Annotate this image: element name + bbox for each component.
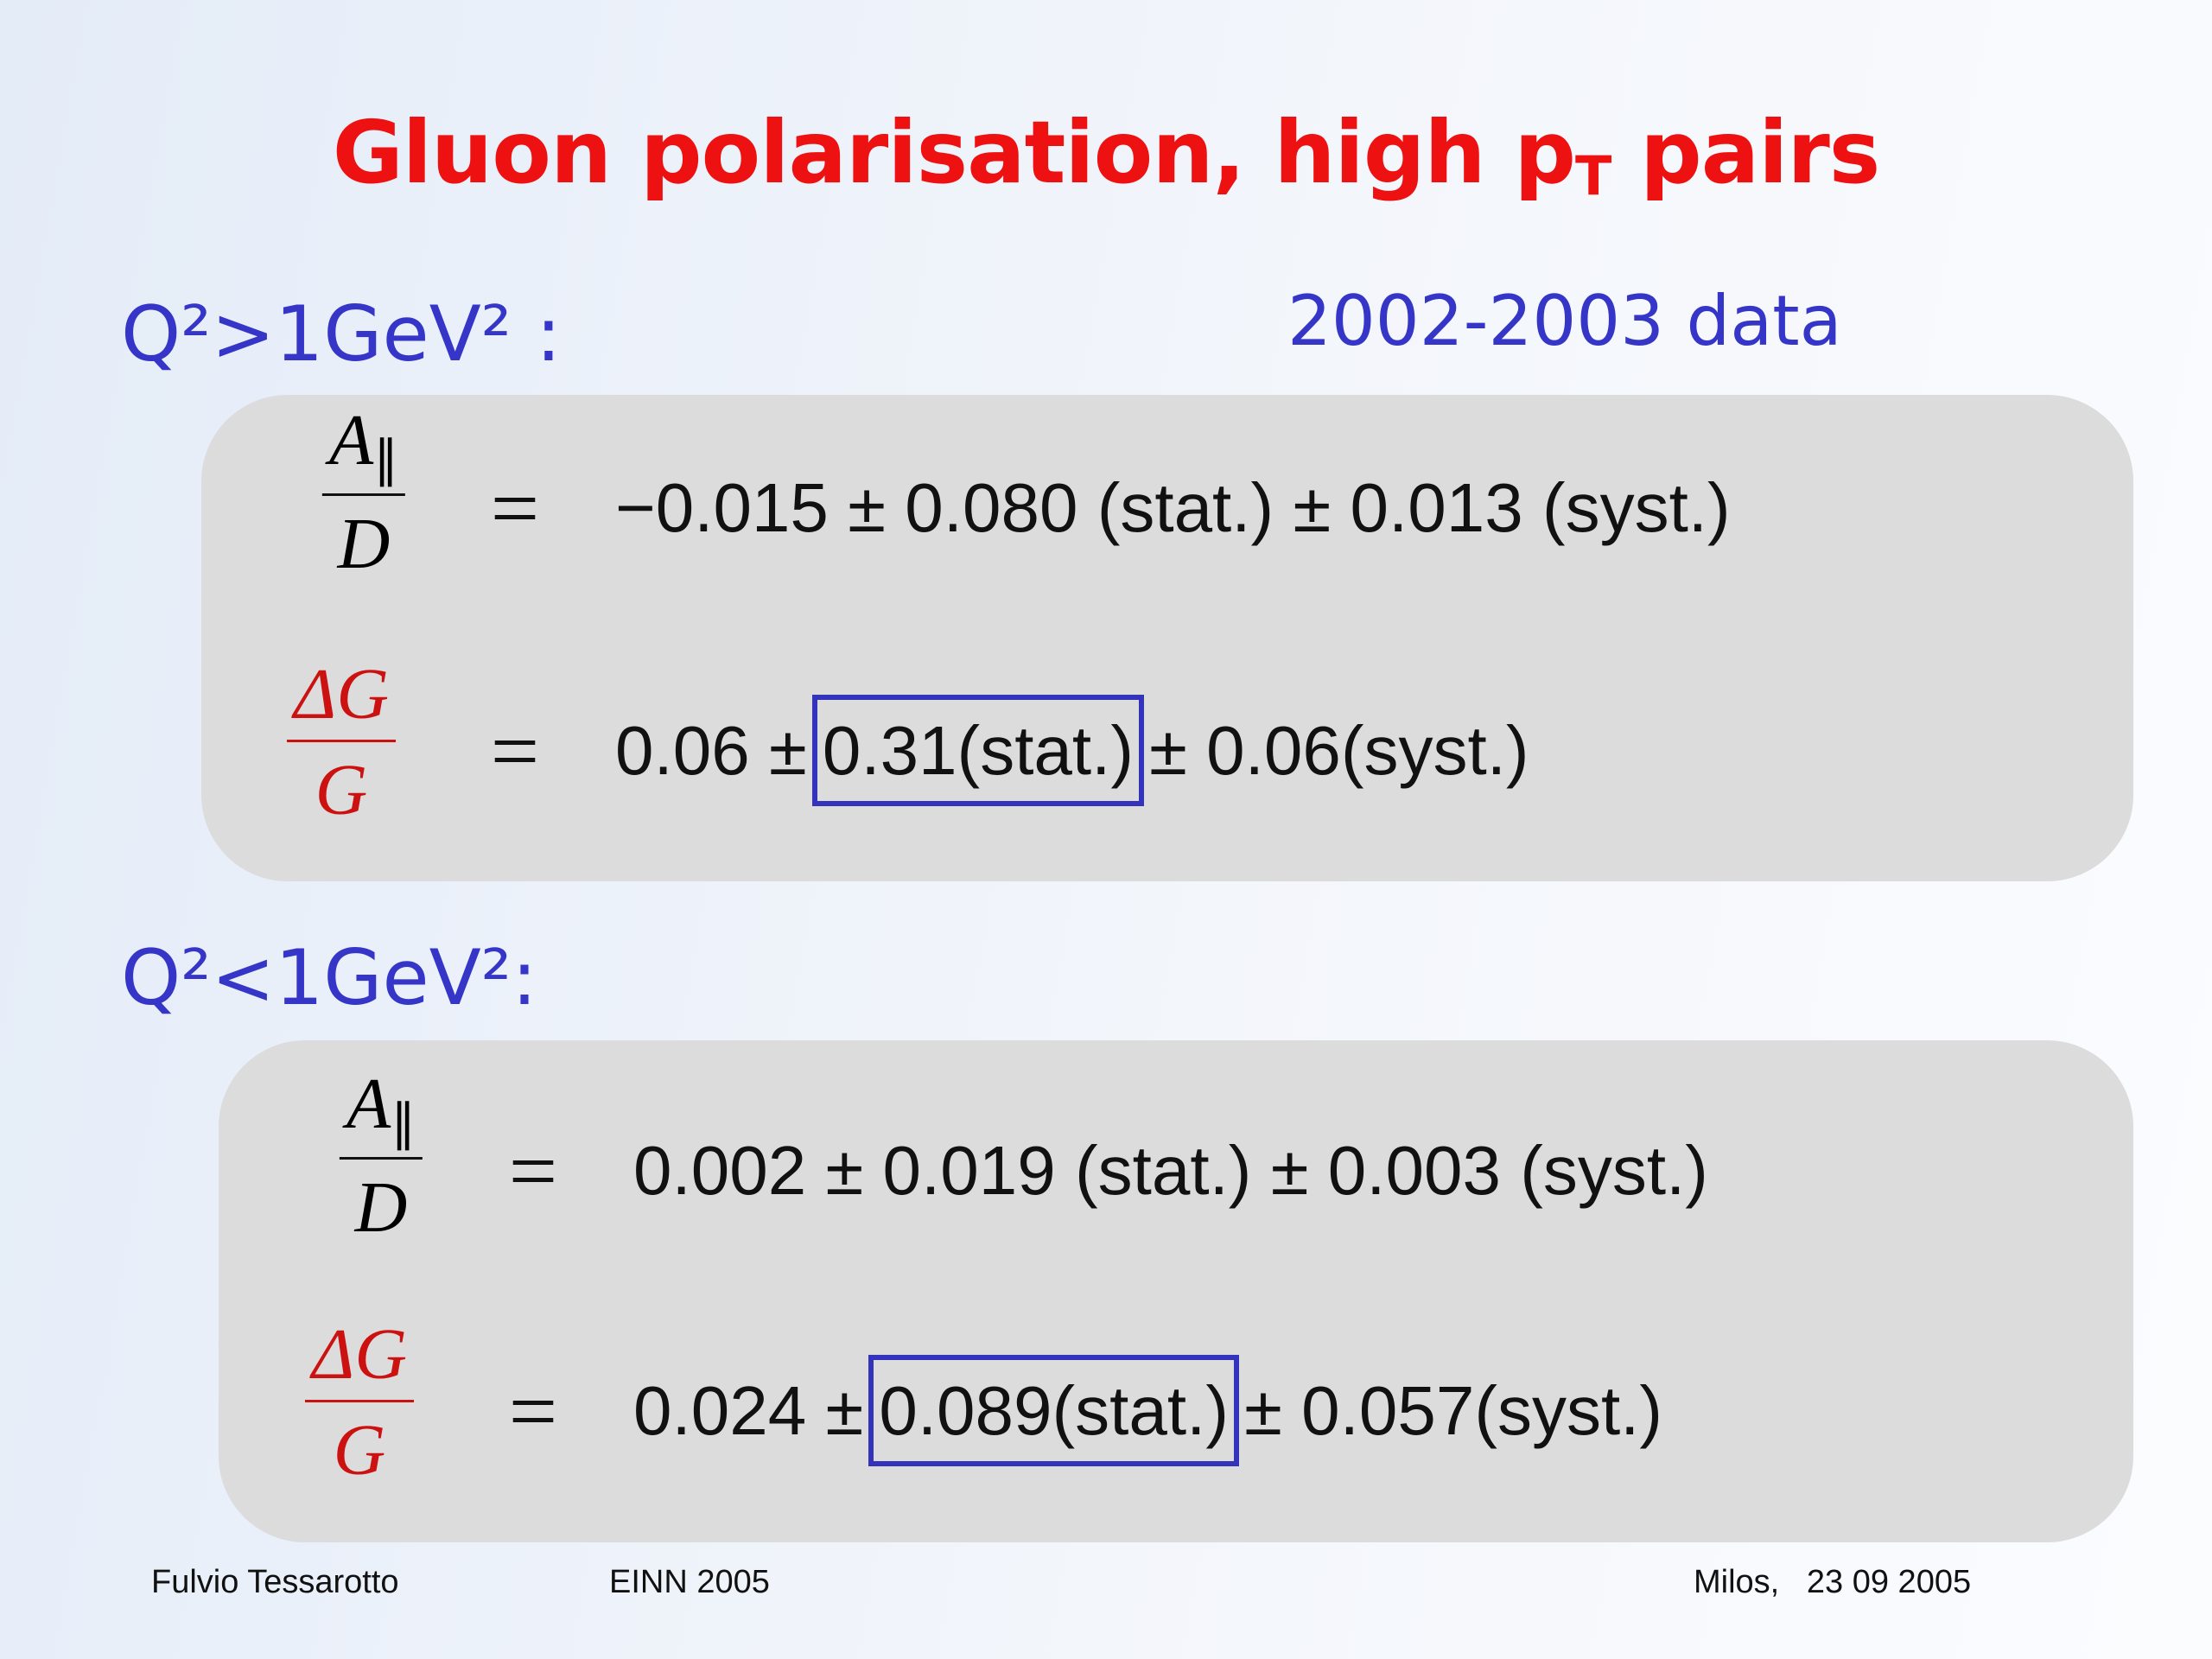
equation-rhs: 0.06 ±0.31(stat.) ± 0.06(syst.)	[615, 695, 1529, 806]
numerator: A∥	[322, 404, 405, 485]
numerator-text: A	[328, 400, 374, 480]
equation-rhs: −0.015 ± 0.080 (stat.) ± 0.013 (syst.)	[615, 469, 1731, 546]
fraction: A∥ D	[339, 1068, 423, 1248]
relation: =	[508, 1363, 558, 1459]
title-text: Gluon polarisation, high p	[332, 102, 1576, 203]
rhs-before: 0.024 ±	[633, 1372, 864, 1449]
title-subscript: T	[1575, 144, 1611, 207]
section-label: Q²<1GeV²:	[121, 933, 537, 1022]
highlight-box: 0.089(stat.)	[868, 1355, 1239, 1466]
numerator: A∥	[340, 1068, 423, 1148]
numerator-subscript: ∥	[391, 1095, 416, 1151]
denominator: D	[354, 1167, 408, 1248]
rhs-after: ± 0.057(syst.)	[1243, 1372, 1663, 1449]
fraction-bar	[287, 740, 396, 742]
relation: =	[508, 1122, 558, 1219]
rhs-before: 0.06 ±	[615, 712, 807, 789]
numerator: ΔG	[312, 1314, 407, 1395]
denominator: D	[337, 504, 391, 584]
footer-author: Fulvio Tessarotto	[151, 1564, 399, 1600]
footer-event: EINN 2005	[609, 1564, 770, 1600]
slide-title: Gluon polarisation, high pT pairs	[332, 102, 1881, 207]
data-note: 2002-2003 data	[1287, 281, 1842, 361]
highlight-box: 0.31(stat.)	[811, 695, 1144, 806]
denominator: G	[315, 750, 368, 830]
fraction: A∥ D	[321, 404, 406, 584]
relation: =	[490, 460, 540, 556]
title-suffix: pairs	[1611, 102, 1880, 203]
section-label: Q²>1GeV² :	[121, 289, 562, 378]
equation-rhs: 0.024 ±0.089(stat.) ± 0.057(syst.)	[633, 1355, 1663, 1466]
numerator: ΔG	[294, 654, 389, 734]
equation-panel	[219, 1040, 2133, 1542]
equation-rhs: 0.002 ± 0.019 (stat.) ± 0.003 (syst.)	[633, 1132, 1708, 1209]
fraction-bar	[321, 493, 406, 496]
numerator-text: A	[346, 1064, 391, 1144]
fraction: ΔG G	[287, 658, 396, 827]
relation: =	[490, 702, 540, 799]
equation-panel	[201, 395, 2133, 881]
rhs-after: ± 0.06(syst.)	[1149, 712, 1529, 789]
denominator: G	[333, 1410, 386, 1491]
numerator-subscript: ∥	[373, 431, 399, 487]
fraction-bar	[305, 1400, 414, 1402]
fraction: ΔG G	[305, 1319, 414, 1487]
footer-place-date: Milos, 23 09 2005	[1694, 1564, 1972, 1600]
fraction-bar	[339, 1157, 423, 1160]
